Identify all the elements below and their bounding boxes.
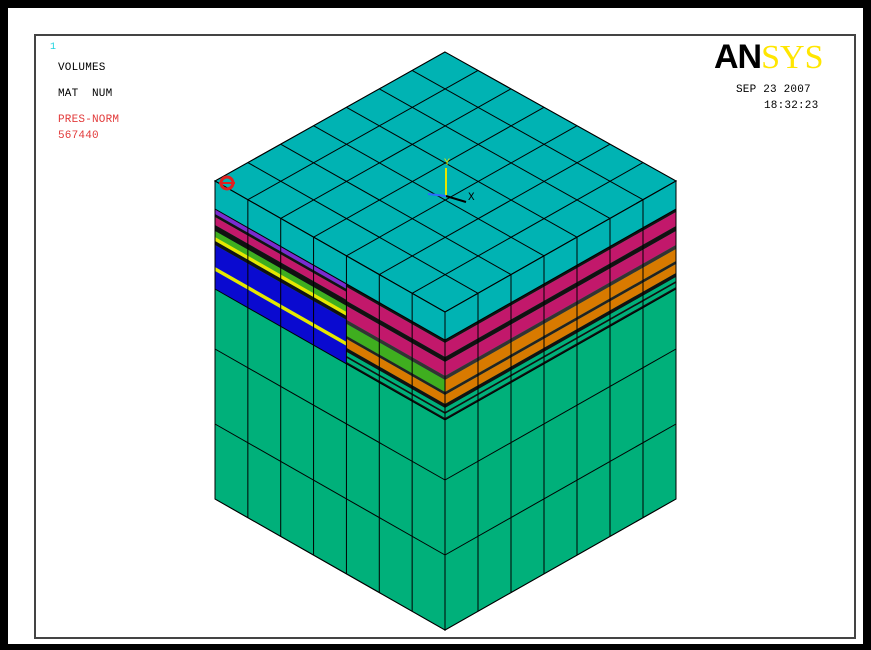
- right-face-layer-5: [445, 249, 676, 392]
- right-face-layer-3: [445, 231, 676, 376]
- top-grid-a-3: [313, 106, 545, 238]
- left-face-hline-1: [214, 288, 446, 421]
- left-face-layer-3: [346, 305, 445, 376]
- left-face-layer-4: [346, 319, 445, 380]
- left-face-hline-0: [214, 208, 446, 341]
- left-face-layer-11: [346, 357, 445, 418]
- triad-y-label: Y: [444, 158, 450, 169]
- triad-x-label: X: [468, 192, 475, 204]
- right-face-layer-9: [445, 277, 676, 412]
- ansys-logo-light: SYS: [761, 39, 824, 76]
- right-face-hline-1: [444, 288, 677, 421]
- ansys-logo-bold: AN: [714, 38, 762, 76]
- volume-model-plot[interactable]: YX: [36, 36, 854, 637]
- top-grid-a-1: [247, 69, 479, 201]
- left-face-layer-1: [346, 286, 445, 357]
- window-number: 1: [50, 42, 57, 53]
- plot-label-pres-norm: PRES-NORM: [58, 114, 120, 126]
- left-face-hline-3: [214, 423, 446, 556]
- right-face-layer-7: [445, 264, 676, 404]
- right-face-layer-2: [445, 226, 676, 362]
- right-face-top-slab: [445, 181, 676, 340]
- triad-x-axis: [445, 195, 467, 203]
- right-face-layer-10: [445, 281, 676, 414]
- plot-date: SEP 23 2007: [736, 84, 811, 96]
- top-grid-b-5: [280, 143, 512, 276]
- left-face-layer-0: [346, 283, 445, 343]
- right-face-hline-3: [444, 423, 677, 556]
- left-face-layer-5: [346, 323, 445, 392]
- top-grid-b-4: [313, 125, 545, 257]
- top-grid-a-5: [379, 143, 611, 276]
- right-face-layer-0: [445, 209, 676, 343]
- top-grid-a-2: [280, 88, 512, 219]
- right-face-layer-6: [445, 261, 676, 395]
- left-face-layer-7: [346, 338, 445, 404]
- left-face-layer-10: [346, 355, 445, 414]
- ansys-logo: ANSYS: [714, 38, 824, 76]
- right-face-layer-4: [445, 245, 676, 380]
- top-grid-b-3: [346, 106, 578, 238]
- top-grid-a-6: [411, 162, 644, 294]
- right-face-layer-1: [445, 212, 676, 357]
- plot-time: 18:32:23: [764, 100, 819, 112]
- left-face-layer-2: [346, 300, 445, 362]
- right-face-outline: [444, 180, 677, 631]
- top-grid-b-1: [411, 69, 644, 201]
- right-face-hline-2: [444, 348, 677, 481]
- triad-z-axis: [427, 193, 447, 197]
- plot-label-pres-value: 567440: [58, 130, 99, 142]
- top-grid-a-4: [346, 125, 578, 257]
- left-face-top-slab: [215, 181, 445, 340]
- left-face-layer-9: [346, 351, 445, 412]
- right-face-layer-8: [445, 273, 676, 408]
- top-grid-b-6: [247, 162, 479, 294]
- left-face-hline-2: [214, 348, 446, 481]
- left-face-layer-6: [346, 335, 445, 395]
- right-face-layer-11: [445, 283, 676, 418]
- right-face-hline-0: [444, 208, 677, 341]
- top-grid-b-2: [379, 88, 611, 219]
- plot-label-mat-num: MAT NUM: [58, 88, 113, 100]
- left-face-layer-8: [346, 347, 445, 408]
- plot-label-volumes: VOLUMES: [58, 62, 106, 74]
